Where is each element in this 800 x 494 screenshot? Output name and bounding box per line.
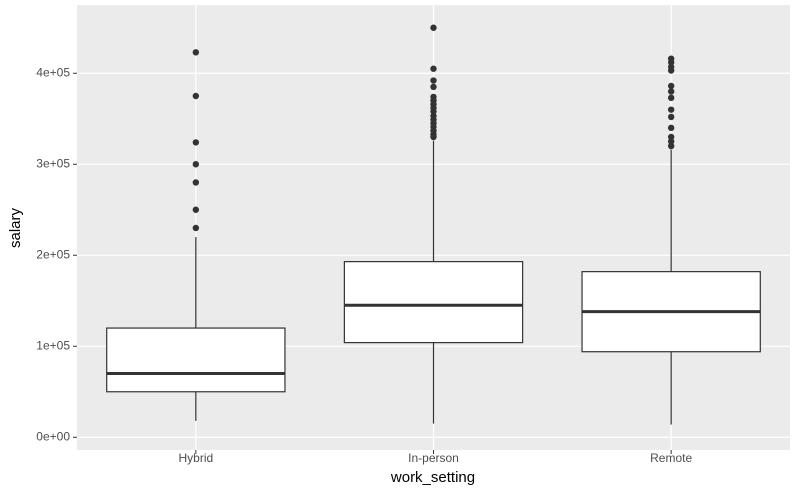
y-tick-label: 0e+00: [36, 429, 70, 443]
x-tick-label: Remote: [650, 451, 692, 465]
y-tick-label: 2e+05: [36, 247, 70, 261]
outlier: [192, 179, 200, 186]
y-axis-title: salary: [7, 207, 24, 248]
outlier: [430, 133, 437, 141]
outlier: [430, 65, 437, 72]
outlier: [667, 88, 675, 95]
outlier: [667, 133, 675, 141]
outlier: [430, 77, 437, 84]
outlier: [667, 142, 675, 150]
x-axis-title: work_setting: [390, 469, 475, 486]
box: [343, 261, 524, 344]
outlier: [667, 106, 675, 113]
outlier: [192, 49, 200, 56]
box: [106, 327, 286, 393]
outlier: [667, 82, 675, 90]
outlier: [430, 108, 437, 115]
x-tick-label: Hybrid: [178, 451, 213, 465]
outlier: [667, 113, 675, 121]
outlier: [192, 224, 200, 232]
outlier: [192, 92, 200, 100]
outlier: [667, 94, 675, 102]
outlier: [430, 83, 437, 91]
outlier: [667, 67, 675, 74]
y-tick-label: 3e+05: [36, 156, 70, 170]
y-tick-label: 1e+05: [36, 338, 70, 352]
outlier: [192, 139, 200, 146]
outlier: [430, 24, 437, 31]
y-tick-label: 4e+05: [36, 65, 70, 79]
outlier: [192, 161, 200, 168]
outlier: [667, 124, 675, 132]
x-tick-label: In-person: [408, 451, 459, 465]
outlier: [667, 59, 675, 66]
outlier: [667, 138, 675, 145]
outlier: [192, 206, 200, 213]
